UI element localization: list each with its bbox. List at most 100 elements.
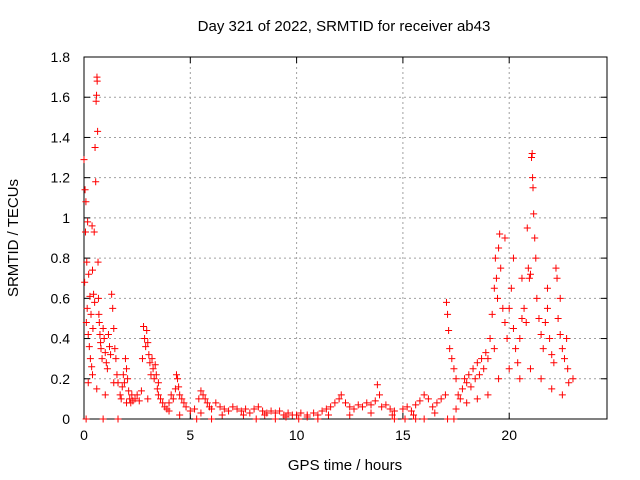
data-point xyxy=(495,244,503,252)
y-tick-label: 1.8 xyxy=(51,49,71,65)
data-point xyxy=(482,349,490,357)
data-point xyxy=(140,322,148,330)
data-point xyxy=(324,411,332,419)
data-point xyxy=(376,391,384,399)
y-tick-label: 1.6 xyxy=(51,89,71,105)
data-point xyxy=(382,401,390,409)
data-point xyxy=(208,405,216,413)
data-point xyxy=(193,415,201,423)
data-point xyxy=(220,405,228,413)
data-point xyxy=(208,415,216,423)
data-point xyxy=(169,395,177,403)
data-point xyxy=(558,391,566,399)
data-point xyxy=(233,405,241,413)
data-point xyxy=(89,325,97,332)
data-point xyxy=(148,355,156,363)
data-point xyxy=(473,359,481,367)
data-point xyxy=(461,375,469,383)
data-point xyxy=(528,154,536,162)
data-point xyxy=(331,399,339,407)
data-point xyxy=(399,405,407,413)
data-point xyxy=(152,371,160,379)
data-point xyxy=(475,371,483,379)
data-point xyxy=(556,331,564,339)
data-point xyxy=(303,413,311,421)
data-point xyxy=(197,387,205,395)
data-point xyxy=(363,399,371,407)
data-point xyxy=(237,407,245,415)
data-point xyxy=(448,355,456,363)
data-point xyxy=(525,274,533,282)
x-tick-label: 5 xyxy=(186,427,194,443)
data-point xyxy=(480,365,488,373)
data-point xyxy=(271,415,279,423)
data-point xyxy=(314,415,322,423)
data-point xyxy=(503,335,511,343)
data-point xyxy=(242,405,250,413)
data-point xyxy=(114,415,122,423)
data-point xyxy=(350,405,358,413)
data-point xyxy=(490,284,498,292)
data-point xyxy=(90,228,98,236)
data-point xyxy=(416,397,424,405)
data-point xyxy=(125,387,133,395)
data-point xyxy=(131,395,139,403)
data-point xyxy=(524,264,532,272)
data-point xyxy=(310,409,318,417)
data-point xyxy=(93,77,101,85)
data-point xyxy=(86,292,94,300)
data-point xyxy=(93,91,101,99)
data-point xyxy=(120,379,128,387)
data-point xyxy=(154,379,162,387)
data-point xyxy=(556,294,564,302)
data-point xyxy=(458,385,466,393)
data-point xyxy=(337,391,345,399)
data-point xyxy=(145,351,153,359)
data-point xyxy=(322,405,330,413)
data-point xyxy=(118,383,126,391)
data-point xyxy=(81,278,89,286)
data-point xyxy=(95,318,103,326)
data-point xyxy=(94,294,102,302)
axis-ticks: 0 0.2 0.4 0.6 0.8 1 1.2 1.4 1.6 1.8 0 5 10 15 20 xyxy=(51,49,607,443)
data-point xyxy=(121,355,129,363)
data-point xyxy=(201,395,209,403)
data-point xyxy=(490,345,498,353)
data-point xyxy=(424,395,432,403)
data-point xyxy=(535,314,543,322)
data-point xyxy=(153,385,161,393)
data-point xyxy=(354,401,362,409)
data-point xyxy=(452,375,460,383)
data-point xyxy=(98,355,106,363)
data-point xyxy=(293,411,301,419)
data-point xyxy=(91,144,99,151)
y-tick-label: 0.6 xyxy=(51,290,71,306)
data-point xyxy=(84,218,92,226)
data-point xyxy=(537,375,545,383)
data-point xyxy=(276,407,284,415)
data-point xyxy=(496,230,504,238)
data-point xyxy=(563,335,571,343)
data-point xyxy=(97,345,105,353)
data-point xyxy=(254,403,262,411)
data-point xyxy=(82,415,90,423)
data-point xyxy=(529,184,537,192)
data-point xyxy=(176,391,184,399)
data-point xyxy=(492,274,500,282)
data-point xyxy=(318,407,326,415)
data-point xyxy=(88,363,96,371)
data-point xyxy=(456,395,464,403)
data-point xyxy=(543,284,551,292)
data-point xyxy=(123,365,131,373)
data-point xyxy=(101,391,109,399)
data-point xyxy=(516,335,524,343)
data-point xyxy=(261,411,269,419)
data-point xyxy=(403,403,411,411)
data-point xyxy=(83,304,91,312)
data-point xyxy=(90,290,98,298)
y-tick-label: 1 xyxy=(62,210,70,226)
data-point xyxy=(108,290,116,298)
data-point xyxy=(252,415,260,423)
data-point xyxy=(159,399,167,407)
data-point xyxy=(371,397,379,405)
